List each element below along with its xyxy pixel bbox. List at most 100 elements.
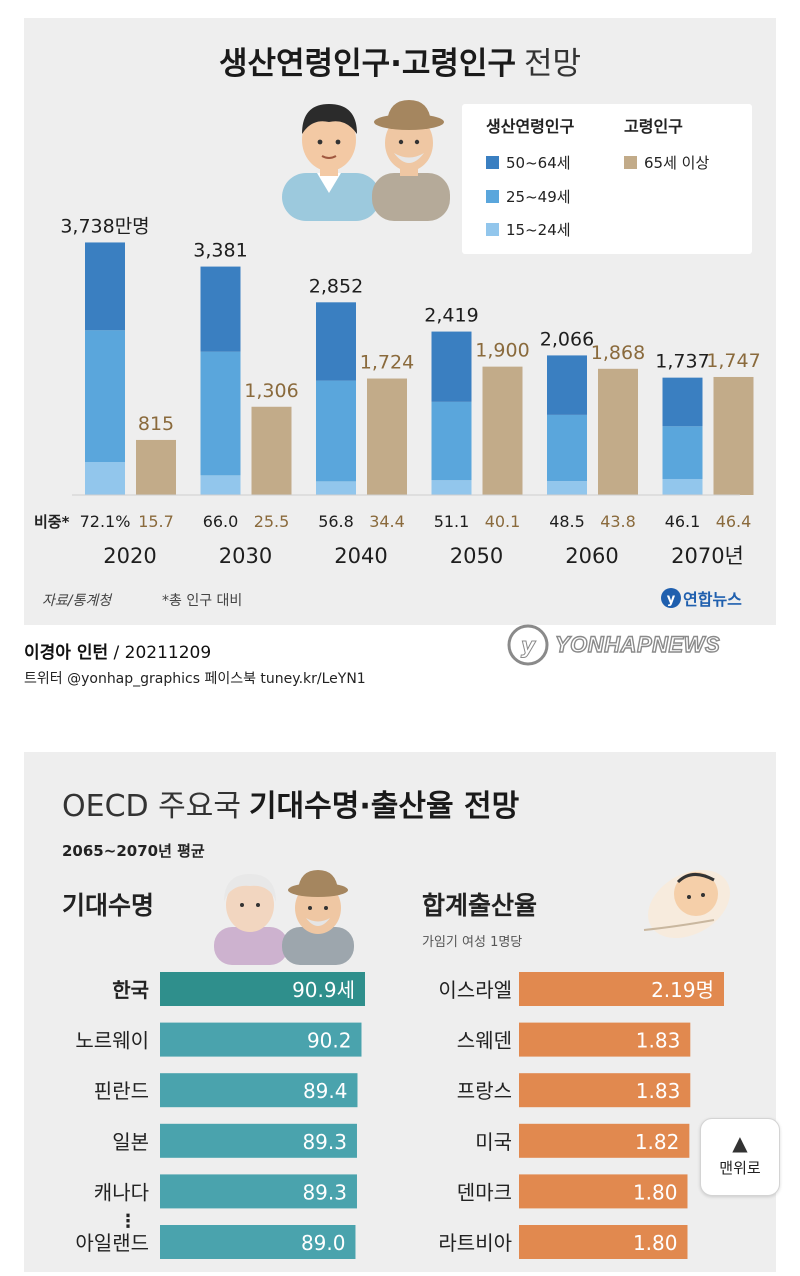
legend-label-65plus: 65세 이상: [644, 154, 709, 172]
source-label: 자료/통계청: [42, 593, 113, 609]
legend-label-50-64: 50~64세: [506, 154, 571, 172]
fertility-subtitle: 가임기 여성 1명당: [422, 935, 522, 950]
up-arrow-icon: ▲: [732, 1131, 748, 1155]
fert-country-2: 프랑스: [457, 1079, 512, 1103]
legend-swatch-65plus: [624, 156, 637, 169]
ellipsis-mark: ⋮: [119, 1211, 137, 1232]
bar-working-25~49세-2070년: [662, 426, 703, 479]
fert-country-4: 덴마크: [457, 1180, 512, 1204]
oecd-chart: OECD 주요국 기대수명·출산율 전망 2065~2070년 평균 기대수명 합…: [62, 789, 730, 1259]
watermark-text: YONHAPNEWS: [554, 631, 721, 657]
fert-bar-0: [519, 972, 724, 1006]
bar-working-25~49세-2020: [85, 330, 125, 463]
bar-working-15~24세-2060: [547, 481, 587, 495]
legend-label-15-24: 15~24세: [506, 221, 571, 239]
label-elderly-2050: 1,900: [475, 340, 529, 362]
bar-working-15~24세-2030: [200, 475, 241, 495]
fert-value-2: 1.83: [636, 1079, 681, 1103]
fert-value-5: 1.80: [633, 1231, 678, 1255]
life-country-4: 캐나다: [94, 1180, 149, 1204]
fert-country-3: 미국: [475, 1130, 512, 1154]
label-elderly-2040: 1,724: [360, 352, 414, 374]
bar-working-50~64세-2070년: [662, 377, 703, 427]
chart2-title-main: 기대수명·출산율 전망: [249, 789, 520, 824]
bar-working-50~64세-2020: [85, 242, 125, 331]
life-value-3: 89.3: [302, 1130, 347, 1154]
life-value-4: 89.3: [302, 1180, 347, 1204]
bar-elderly-2040: [367, 378, 407, 495]
yonhap-watermark: y YONHAPNEWS: [505, 622, 765, 668]
life-expectancy-title: 기대수명: [62, 891, 154, 920]
chart1-title-light: 전망: [524, 46, 581, 82]
life-bar-1: [160, 1022, 362, 1057]
chart1-title-main: 생산연령인구·고령인구: [219, 46, 516, 82]
label-working-total-2020: 3,738만명: [60, 215, 149, 237]
label-elderly-2070년: 1,747: [706, 350, 760, 372]
bar-working-25~49세-2030: [200, 351, 241, 476]
label-working-total-2040: 2,852: [309, 275, 363, 297]
year-label-2030: 2030: [219, 544, 272, 568]
life-country-2: 핀란드: [94, 1079, 149, 1103]
chart2-subtitle: 2065~2070년 평균: [62, 842, 205, 860]
bar-working-15~24세-2040: [316, 481, 356, 495]
bar-working-25~49세-2050: [431, 401, 472, 481]
chart2-title-light: OECD 주요국: [62, 789, 241, 824]
share-working-2050: 51.1: [434, 512, 470, 531]
life-value-0: 90.9세: [292, 978, 355, 1002]
year-label-2020: 2020: [103, 544, 156, 568]
fert-country-0: 이스라엘: [438, 978, 512, 1002]
year-label-2070년: 2070년: [671, 544, 744, 568]
life-country-5: 아일랜드: [75, 1231, 149, 1255]
year-label-2050: 2050: [450, 544, 503, 568]
life-value-5: 89.0: [301, 1231, 346, 1255]
elderly-couple-illustration: [214, 870, 354, 965]
bar-elderly-2060: [598, 368, 638, 495]
bar-working-25~49세-2060: [547, 414, 587, 482]
bar-working-50~64세-2060: [547, 355, 587, 415]
yonhap-logo: y 연합뉴스: [661, 588, 742, 609]
fert-country-1: 스웨덴: [457, 1029, 512, 1053]
bar-working-15~24세-2070년: [662, 478, 703, 495]
label-elderly-2030: 1,306: [244, 380, 298, 402]
bar-working-50~64세-2050: [431, 331, 472, 402]
fert-value-4: 1.80: [633, 1180, 678, 1204]
oecd-chart-panel: OECD 주요국 기대수명·출산율 전망 2065~2070년 평균 기대수명 합…: [24, 752, 776, 1272]
fert-country-5: 라트비아: [438, 1231, 512, 1255]
legend-swatch-50-64: [486, 156, 499, 169]
bar-working-50~64세-2030: [200, 266, 241, 352]
share-working-2020: 72.1%: [80, 512, 131, 531]
fert-value-1: 1.83: [636, 1029, 681, 1053]
legend-swatch-15-24: [486, 223, 499, 236]
bar-working-50~64세-2040: [316, 302, 356, 381]
social-links: 트위터 @yonhap_graphics 페이스북 tuney.kr/LeYN1: [24, 671, 366, 687]
legend-header-working: 생산연령인구: [486, 117, 575, 136]
bar-elderly-2070년: [713, 376, 754, 495]
share-elderly-2030: 25.5: [254, 512, 290, 531]
bar-working-15~24세-2020: [85, 462, 125, 495]
share-elderly-2040: 34.4: [369, 512, 405, 531]
label-working-total-2050: 2,419: [424, 305, 478, 327]
credit-date: / 20211209: [113, 643, 212, 663]
baby-illustration: [643, 869, 730, 939]
population-chart-panel: 생산연령인구·고령인구 전망 생산연령인구 고령인구: [24, 18, 776, 625]
scroll-to-top-button[interactable]: ▲ 맨위로: [700, 1118, 780, 1196]
bar-working-15~24세-2050: [431, 480, 472, 495]
bar-working-25~49세-2040: [316, 380, 356, 482]
population-chart: 생산연령인구·고령인구 전망 생산연령인구 고령인구: [34, 46, 761, 609]
life-bar-2: [160, 1073, 358, 1108]
share-working-2070년: 46.1: [665, 512, 701, 531]
bar-elderly-2030: [251, 406, 292, 495]
label-working-total-2070년: 1,737: [655, 351, 709, 373]
life-value-2: 89.4: [303, 1079, 348, 1103]
yonhap-logo-text: 연합뉴스: [683, 590, 742, 609]
share-working-2030: 66.0: [203, 512, 239, 531]
life-bar-3: [160, 1123, 357, 1158]
fert-bar-2: [519, 1073, 691, 1108]
life-country-1: 노르웨이: [75, 1029, 149, 1053]
life-bar-0: [160, 972, 365, 1006]
share-elderly-2020: 15.7: [138, 512, 174, 531]
credit-author: 이경아 인턴: [24, 643, 109, 663]
chart1-legend: 생산연령인구 고령인구 50~64세 25~49세 15~24세 65세 이상: [462, 104, 752, 254]
